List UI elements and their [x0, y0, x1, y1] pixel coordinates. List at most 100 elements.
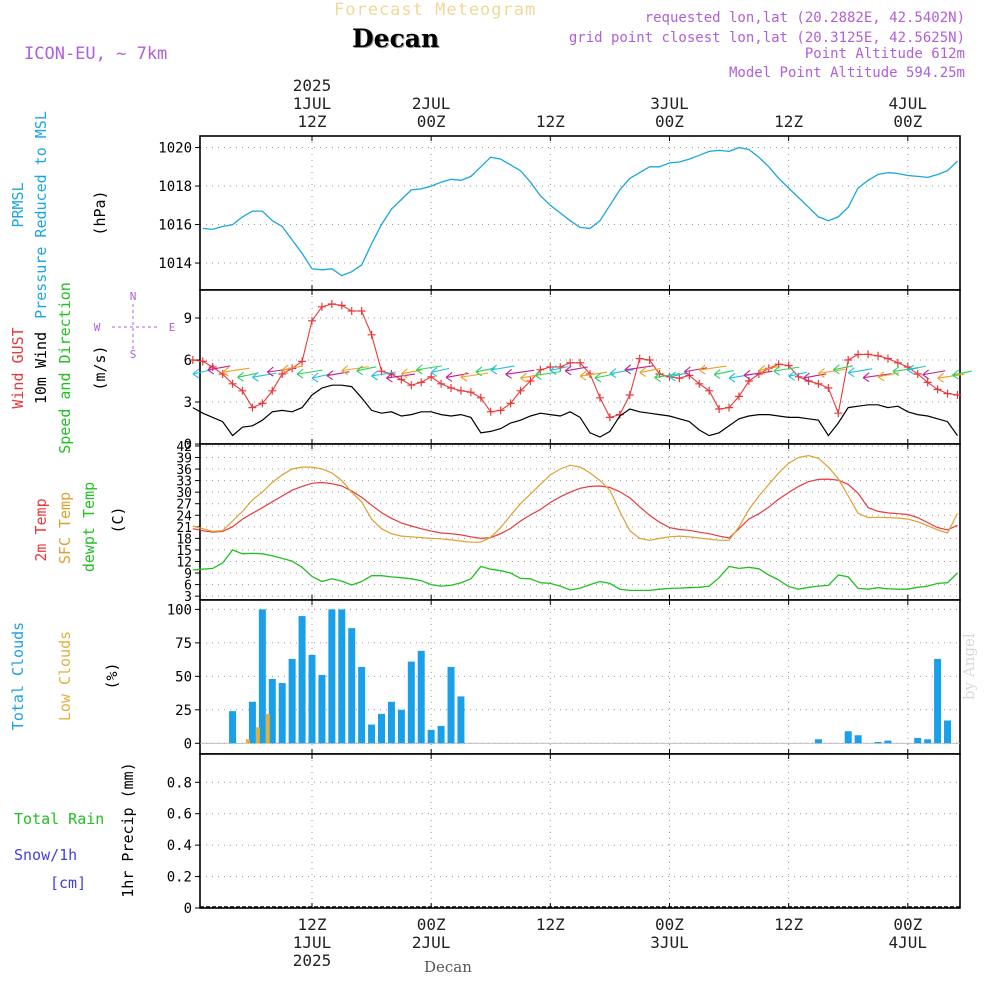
gust-marker: [605, 413, 614, 422]
total-cloud-bar: [814, 739, 822, 744]
y-tick-label: 0: [184, 901, 192, 917]
y-tick-label: 12: [176, 555, 192, 570]
gust-marker: [844, 356, 853, 364]
gust-marker: [188, 356, 197, 364]
y-tick-label: 27: [176, 498, 192, 513]
temp-sfc-title: SFC Temp: [56, 492, 74, 564]
gust-marker: [933, 385, 942, 394]
temp-2m-line: [192, 478, 958, 540]
wind-direction-arrow: [192, 368, 211, 379]
wind-direction-arrow: [386, 372, 416, 383]
top-year-label: 2025: [293, 76, 332, 95]
gust-marker: [258, 399, 267, 408]
point-altitude: Point Altitude 612m: [804, 46, 965, 62]
gust-marker: [864, 350, 873, 359]
gust-marker: [566, 358, 575, 367]
total-clouds-title: Total Clouds: [9, 622, 27, 730]
top-time-label: 00Z: [417, 112, 446, 131]
wind-compass: N S W E: [94, 290, 176, 361]
total-cloud-bar: [318, 674, 326, 744]
station-name: Decan: [352, 24, 440, 53]
low-cloud-bar: [255, 727, 260, 744]
top-time-label: 00Z: [655, 112, 684, 131]
gust-marker: [675, 374, 684, 383]
gust-marker: [208, 363, 217, 371]
dewpt-title: dewpt Temp: [80, 482, 98, 572]
gust-marker: [198, 357, 207, 366]
gust-marker: [337, 301, 346, 310]
model-label: ICON-EU, ~ 7km: [24, 44, 168, 64]
y-tick-label: 50: [175, 669, 192, 685]
total-cloud-bar: [854, 735, 862, 744]
gust-marker: [466, 388, 475, 397]
wind-direction-arrow: [549, 365, 569, 375]
gust-marker: [546, 363, 555, 371]
rain-legend: Total Rain: [14, 810, 104, 828]
wind-direction-arrow: [460, 371, 489, 382]
compass-west: W: [94, 321, 101, 334]
gust-marker: [238, 386, 247, 395]
gust-marker: [456, 386, 465, 395]
wind-direction-arrow: [743, 369, 773, 380]
bottom-time-label: 12Z: [774, 915, 803, 934]
gust-marker: [347, 307, 356, 315]
total-cloud-bar: [328, 609, 336, 744]
wind-direction-arrow: [237, 371, 258, 382]
wind-direction-arrow: [654, 372, 681, 383]
gust-marker: [447, 384, 456, 392]
temp-sfc-line: [192, 454, 959, 543]
total-cloud-bar: [229, 711, 237, 744]
wind-direction-arrow: [252, 371, 277, 382]
y-tick-label: 0.2: [167, 870, 192, 886]
requested-coordinates: requested lon,lat (20.2882E, 42.5402N): [644, 10, 965, 26]
total-cloud-bar: [248, 701, 256, 744]
gust-marker: [695, 379, 704, 388]
gust-marker: [943, 389, 952, 398]
panel-precip: 0 0.2 0.4 0.6 0.8: [167, 753, 961, 917]
total-cloud-bar: [844, 731, 852, 744]
gust-marker: [397, 375, 406, 384]
wind-direction-arrow: [713, 369, 734, 379]
y-tick-label: 0.6: [167, 807, 192, 823]
total-cloud-bar: [924, 739, 932, 744]
panel-background: [200, 600, 960, 754]
gust-marker: [923, 378, 932, 387]
gust-marker: [913, 370, 922, 378]
wind-direction-arrow: [862, 372, 892, 383]
temp-unit: (C): [109, 506, 127, 533]
y-tick-label: 6: [184, 353, 192, 369]
top-time-label: 12Z: [536, 112, 565, 131]
total-cloud-bar: [874, 741, 882, 744]
wind-direction-arrow: [311, 372, 331, 383]
wind-direction-arrow: [847, 367, 873, 378]
total-cloud-bar: [278, 683, 286, 744]
gust-marker: [357, 307, 366, 315]
y-tick-label: 0: [184, 736, 192, 752]
y-tick-label: 36: [176, 463, 192, 478]
gust-title: Wind GUST: [9, 327, 27, 408]
gust-marker: [516, 386, 525, 395]
y-tick-label: 33: [176, 475, 192, 490]
wind-direction-arrow: [803, 372, 827, 383]
precip-title: 1hr Precip (mm): [119, 762, 137, 897]
total-cloud-bar: [934, 658, 942, 744]
total-cloud-bar: [397, 709, 405, 744]
gust-marker: [437, 379, 446, 388]
total-cloud-bar: [427, 729, 435, 744]
bottom-time-label: 00Z: [417, 915, 446, 934]
gust-marker: [715, 405, 724, 413]
gust-marker: [576, 358, 585, 367]
y-tick-label: 42: [176, 440, 192, 455]
total-cloud-bar: [437, 725, 445, 744]
bottom-date-label: 4JUL: [889, 933, 928, 952]
compass-east: E: [169, 321, 176, 334]
wind-direction-arrow: [624, 364, 654, 375]
gust-marker: [476, 393, 485, 402]
gust-marker: [734, 392, 743, 401]
y-tick-label: 1016: [158, 218, 192, 234]
y-tick-label: 1014: [158, 256, 192, 272]
pressure-title-1: PRMSL: [9, 182, 27, 227]
gust-marker: [417, 378, 426, 387]
